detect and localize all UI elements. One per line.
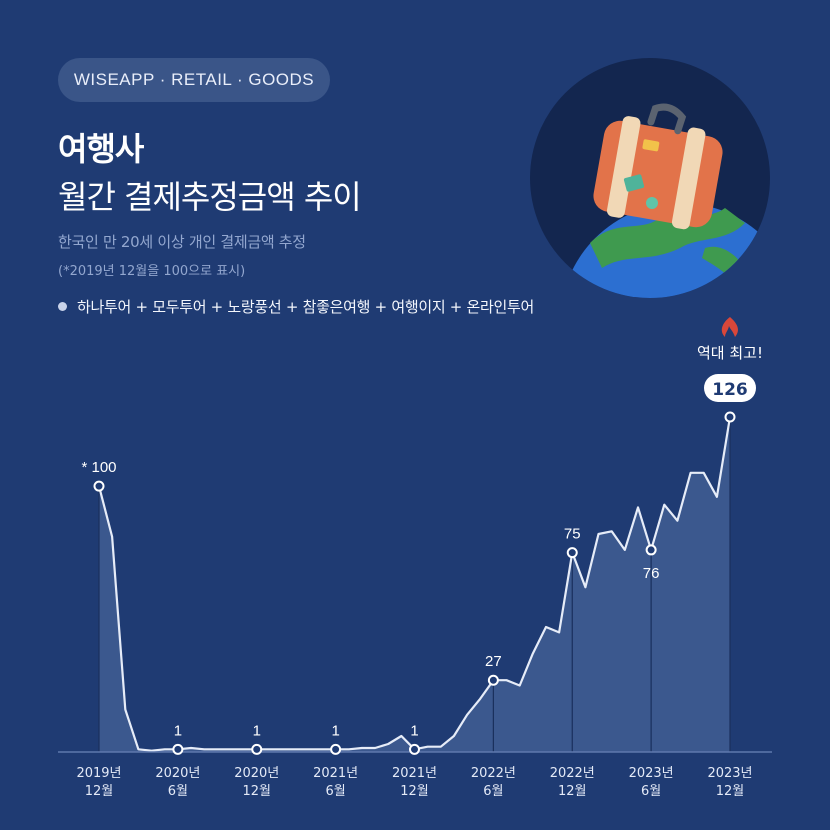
data-point	[251, 743, 263, 755]
x-tick-label: 12월	[716, 784, 745, 799]
peak-value-pill	[704, 374, 756, 402]
x-tick-label: 12월	[400, 784, 429, 799]
x-tick-label: 6월	[641, 784, 661, 799]
x-tick-label: 2023년	[707, 766, 752, 781]
x-tick-label: 2021년	[313, 766, 358, 781]
data-label: 1	[331, 722, 339, 739]
description: 한국인 만 20세 이상 개인 결제금액 추정	[58, 233, 306, 251]
data-point	[566, 547, 578, 559]
x-tick-label: 6월	[168, 784, 188, 799]
x-tick-label: 2023년	[629, 766, 674, 781]
data-label: 76	[643, 565, 660, 582]
data-label: 75	[564, 526, 581, 543]
source-badge-text: WISEAPP · RETAIL · GOODS	[73, 70, 315, 89]
data-point	[645, 544, 657, 556]
data-label: 1	[410, 722, 418, 739]
data-label: 1	[253, 722, 261, 739]
page-subtitle: 월간 결제추정금액 추이	[58, 178, 362, 216]
data-point	[172, 743, 184, 755]
index-note: (*2019년 12월을 100으로 표시)	[58, 264, 246, 279]
source-badge: WISEAPP · RETAIL · GOODS	[58, 58, 330, 102]
page-title: 여행사	[58, 130, 144, 168]
x-tick-label: 2022년	[550, 766, 595, 781]
x-tick-label: 2020년	[155, 766, 200, 781]
data-point	[724, 411, 736, 423]
data-point	[330, 743, 342, 755]
suitcase-globe-illustration	[530, 58, 770, 298]
data-point	[487, 674, 499, 686]
data-point	[409, 743, 420, 755]
x-tick-label: 12월	[558, 784, 587, 799]
x-tick-label: 2022년	[471, 766, 516, 781]
x-tick-label: 2020년	[234, 766, 279, 781]
legend-dot	[58, 302, 67, 311]
legend-label: 하나투어 + 모두투어 + 노랑풍선 + 참좋은여행 + 여행이지 + 온라인투…	[77, 298, 535, 316]
x-tick-label: 12월	[85, 784, 114, 799]
data-label: 27	[485, 653, 502, 670]
fire-icon	[721, 317, 738, 337]
x-tick-label: 12월	[242, 784, 271, 799]
peak-label: 역대 최고!	[697, 344, 763, 362]
data-label: 1	[174, 722, 182, 739]
x-tick-label: 2021년	[392, 766, 437, 781]
legend: 하나투어 + 모두투어 + 노랑풍선 + 참좋은여행 + 여행이지 + 온라인투…	[58, 296, 534, 317]
data-label: * 100	[81, 459, 116, 476]
x-tick-label: 6월	[326, 784, 346, 799]
area-fill	[99, 417, 730, 752]
peak-value-label: 126	[712, 380, 748, 400]
data-point	[93, 480, 105, 492]
x-tick-label: 6월	[483, 784, 503, 799]
x-tick-label: 2019년	[76, 766, 121, 781]
